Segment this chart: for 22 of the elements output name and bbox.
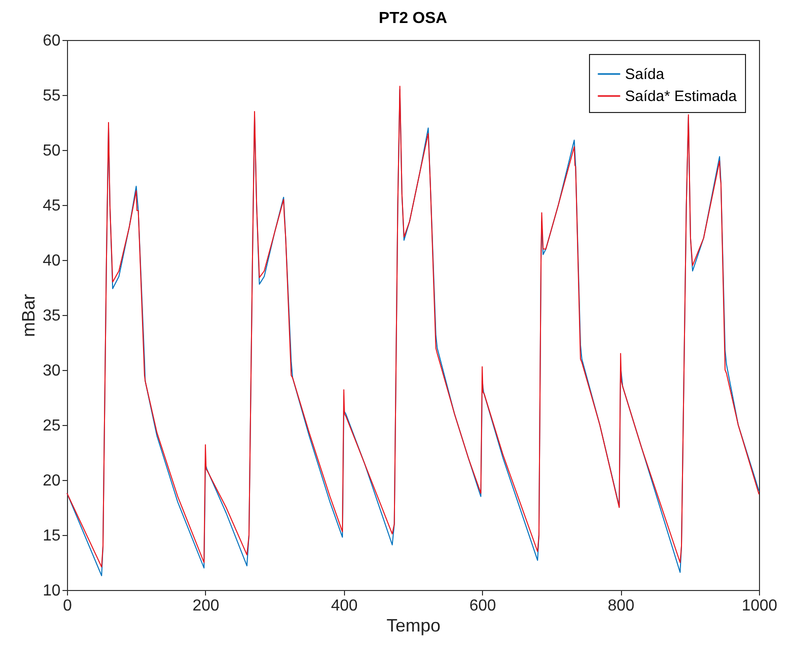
x-tick-label: 400: [330, 598, 358, 614]
y-tick-label: 10: [42, 582, 61, 600]
y-tick-label: 50: [42, 142, 61, 160]
x-tick-label: 0: [63, 598, 72, 614]
legend-label: Saída* Estimada: [625, 88, 738, 105]
x-axis-title: Tempo: [386, 616, 441, 636]
chart-title: PT2 OSA: [378, 10, 448, 27]
y-tick-label: 55: [42, 88, 61, 104]
y-tick-label: 20: [42, 472, 61, 490]
y-axis-title: mBar: [18, 294, 39, 338]
y-tick-label: 25: [42, 418, 61, 434]
legend-label: Saída: [625, 66, 665, 83]
y-tick-label: 30: [42, 362, 61, 380]
y-tick-label: 35: [42, 308, 61, 324]
y-tick-label: 40: [42, 252, 61, 270]
y-tick-label: 60: [42, 32, 61, 50]
x-tick-label: 600: [469, 598, 496, 614]
y-tick-label: 15: [42, 528, 61, 544]
y-tick-label: 45: [42, 198, 61, 214]
x-tick-label: 800: [608, 598, 635, 614]
x-tick-label: 1000: [742, 598, 778, 614]
x-tick-label: 200: [192, 598, 220, 614]
